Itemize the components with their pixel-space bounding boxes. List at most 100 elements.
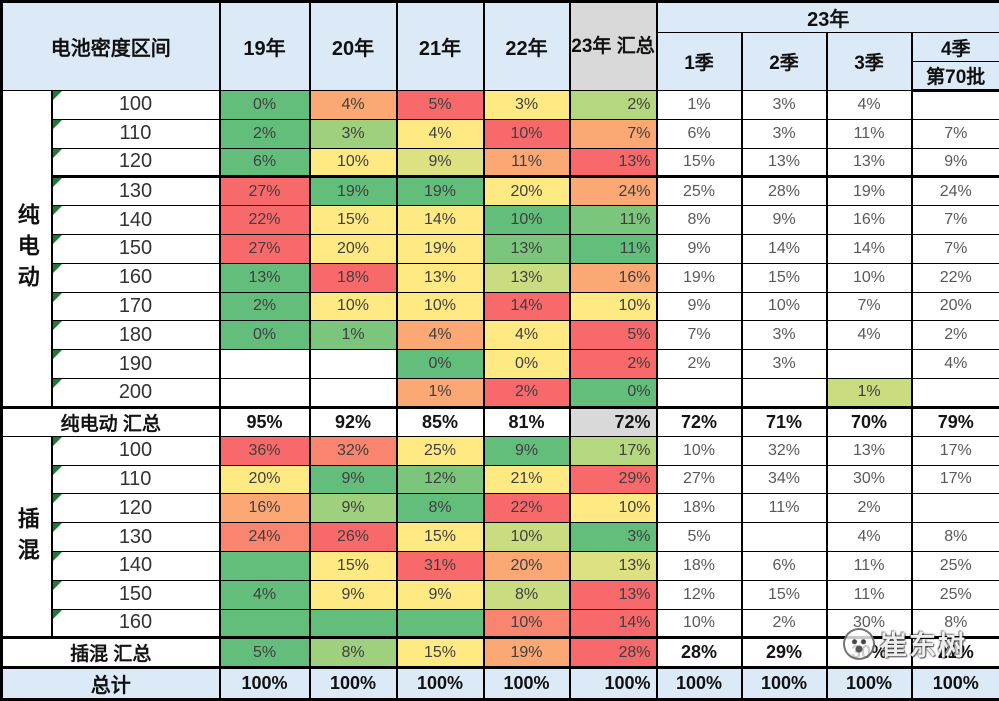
header-corner: 电池密度区间: [2, 2, 220, 91]
value-cell: 5%: [570, 321, 657, 350]
value-cell: 1%: [397, 378, 484, 407]
value-cell: 3%: [742, 91, 827, 120]
value-cell: 20%: [912, 292, 999, 321]
summary-value-cell: 100%: [484, 668, 570, 700]
value-cell: [310, 350, 397, 379]
summary-value-cell: 79%: [912, 407, 999, 436]
header-q2: 2季: [742, 33, 827, 91]
value-cell: 27%: [657, 465, 742, 494]
value-cell: 15%: [742, 263, 827, 292]
summary-value-cell: 5%: [220, 638, 310, 668]
value-cell: 22%: [484, 494, 570, 523]
value-cell: 9%: [742, 206, 827, 235]
value-cell: 3%: [742, 350, 827, 379]
value-cell: 9%: [310, 580, 397, 609]
value-cell: 12%: [397, 465, 484, 494]
density-cell: 190: [52, 350, 220, 379]
row-label: 总计: [2, 668, 220, 700]
header-year-21: 21年: [397, 2, 484, 91]
value-cell: 17%: [912, 465, 999, 494]
value-cell: 0%: [570, 378, 657, 407]
summary-value-cell: 8%: [310, 638, 397, 668]
header-q4-batch: 第70批: [912, 62, 999, 91]
value-cell: 13%: [484, 263, 570, 292]
value-cell: 30%: [827, 465, 912, 494]
value-cell: [827, 350, 912, 379]
value-cell: 25%: [912, 580, 999, 609]
summary-value-cell: 28%: [570, 638, 657, 668]
value-cell: [912, 378, 999, 407]
value-cell: 7%: [912, 206, 999, 235]
value-cell: 15%: [397, 523, 484, 552]
value-cell: 0%: [484, 350, 570, 379]
value-cell: [742, 378, 827, 407]
value-cell: 14%: [484, 292, 570, 321]
summary-value-cell: 100%: [220, 668, 310, 700]
value-cell: 32%: [310, 436, 397, 465]
value-cell: 10%: [484, 523, 570, 552]
summary-value-cell: 71%: [742, 407, 827, 436]
section-label: 插混: [2, 436, 52, 638]
header-23-sum: 23年 汇总: [570, 2, 657, 91]
value-cell: 20%: [484, 177, 570, 206]
density-cell: 140: [52, 206, 220, 235]
value-cell: 10%: [484, 119, 570, 148]
summary-value-cell: 15%: [397, 638, 484, 668]
value-cell: 11%: [827, 119, 912, 148]
value-cell: 1%: [827, 378, 912, 407]
value-cell: 13%: [570, 148, 657, 177]
value-cell: [220, 551, 310, 580]
summary-value-cell: 92%: [310, 407, 397, 436]
value-cell: 25%: [657, 177, 742, 206]
value-cell: 6%: [657, 119, 742, 148]
density-cell: 110: [52, 119, 220, 148]
value-cell: 18%: [657, 494, 742, 523]
density-cell: 130: [52, 177, 220, 206]
value-cell: 8%: [912, 523, 999, 552]
value-cell: 10%: [310, 292, 397, 321]
density-cell: 100: [52, 436, 220, 465]
value-cell: 18%: [657, 551, 742, 580]
value-cell: 1%: [310, 321, 397, 350]
header-q4: 4季: [912, 33, 999, 62]
value-cell: 2%: [657, 350, 742, 379]
density-cell: 170: [52, 292, 220, 321]
header-q1: 1季: [657, 33, 742, 91]
summary-value-cell: 19%: [484, 638, 570, 668]
value-cell: 15%: [742, 580, 827, 609]
value-cell: 13%: [570, 551, 657, 580]
value-cell: 24%: [912, 177, 999, 206]
value-cell: 13%: [742, 148, 827, 177]
value-cell: 13%: [827, 436, 912, 465]
value-cell: 8%: [484, 580, 570, 609]
value-cell: 24%: [220, 523, 310, 552]
value-cell: 14%: [742, 234, 827, 263]
value-cell: 13%: [827, 148, 912, 177]
summary-value-cell: 21%: [912, 638, 999, 668]
value-cell: 2%: [220, 292, 310, 321]
density-cell: 200: [52, 378, 220, 407]
value-cell: 2%: [570, 350, 657, 379]
value-cell: 27%: [220, 177, 310, 206]
value-cell: 20%: [484, 551, 570, 580]
value-cell: 10%: [657, 436, 742, 465]
summary-value-cell: 100%: [310, 668, 397, 700]
summary-value-cell: 100%: [397, 668, 484, 700]
value-cell: 7%: [912, 234, 999, 263]
value-cell: 15%: [310, 551, 397, 580]
value-cell: 11%: [742, 494, 827, 523]
value-cell: 25%: [397, 436, 484, 465]
row-label: 插混 汇总: [2, 638, 220, 668]
value-cell: 25%: [912, 551, 999, 580]
section-label: 纯电动: [2, 91, 52, 408]
summary-value-cell: 72%: [657, 407, 742, 436]
value-cell: 4%: [827, 523, 912, 552]
density-cell: 120: [52, 494, 220, 523]
